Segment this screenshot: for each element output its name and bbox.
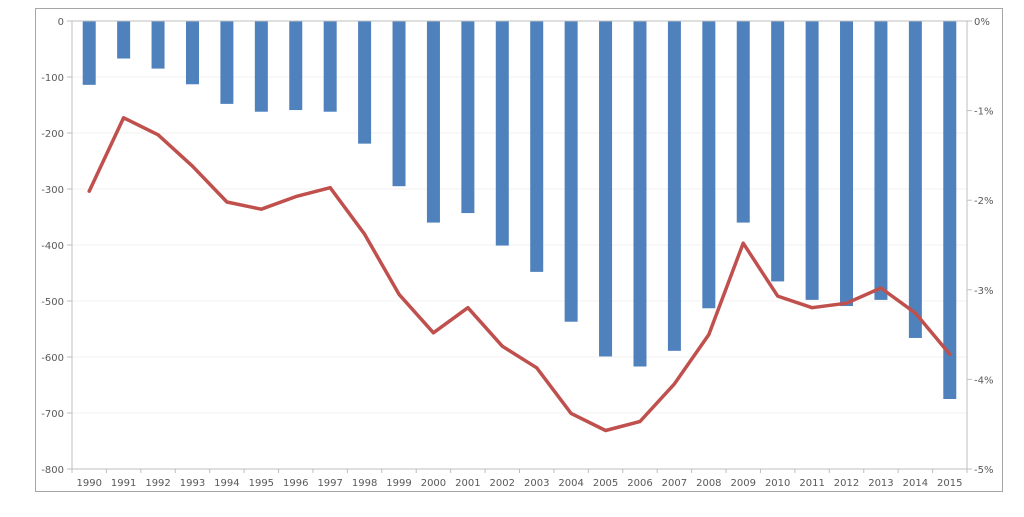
y-left-tick-label: -300 xyxy=(41,185,64,196)
x-tick-label: 1992 xyxy=(145,478,170,489)
bar xyxy=(82,21,96,85)
line-point xyxy=(259,207,263,211)
x-tick-label: 1999 xyxy=(386,478,411,489)
combo-chart: 0 -100 -200 -300 -400 -500 -600 -700 -800 0% -1% -2… xyxy=(41,17,993,489)
line-point xyxy=(707,333,711,337)
line-point xyxy=(500,344,504,348)
line-point xyxy=(363,232,367,236)
x-tick-label: 2014 xyxy=(903,478,928,489)
line-point xyxy=(328,186,332,190)
bar xyxy=(392,21,406,187)
bar xyxy=(323,21,337,112)
bar xyxy=(840,21,854,307)
y-right-tick-label: -5% xyxy=(974,465,993,476)
x-tick-label: 2008 xyxy=(696,478,721,489)
y-left-tick-label: -200 xyxy=(41,129,64,140)
y-right-tick-label: -1% xyxy=(974,107,993,118)
line-point xyxy=(948,352,952,356)
line-point xyxy=(294,195,298,199)
x-tick-label: 2007 xyxy=(662,478,687,489)
bar xyxy=(736,21,750,223)
x-tick-label: 2011 xyxy=(799,478,824,489)
x-tick-label: 2005 xyxy=(593,478,618,489)
line-point xyxy=(535,366,539,370)
bar xyxy=(461,21,475,214)
line-series xyxy=(87,116,952,433)
line-point xyxy=(190,164,194,168)
x-tick-label: 2000 xyxy=(421,478,446,489)
bar xyxy=(564,21,578,322)
bar xyxy=(599,21,613,357)
line-point xyxy=(431,331,435,335)
line-point xyxy=(87,189,91,193)
x-tick-label: 2012 xyxy=(834,478,859,489)
bar xyxy=(667,21,681,351)
line-point xyxy=(913,311,917,315)
x-tick-label: 2009 xyxy=(731,478,756,489)
x-tick-label: 2010 xyxy=(765,478,790,489)
x-tick-label: 2006 xyxy=(627,478,652,489)
line-point xyxy=(810,306,814,310)
bar xyxy=(805,21,819,300)
bar xyxy=(289,21,303,111)
bar xyxy=(358,21,372,144)
line-point xyxy=(845,301,849,305)
x-tick-label: 1990 xyxy=(76,478,101,489)
x-tick-label: 1998 xyxy=(352,478,377,489)
y-left-tick-label: -600 xyxy=(41,353,64,364)
y-right-tick-label: -2% xyxy=(974,196,993,207)
x-tick-label: 2015 xyxy=(937,478,962,489)
bar xyxy=(874,21,888,300)
bar xyxy=(254,21,268,112)
bar xyxy=(220,21,234,104)
y-left-tick-label: -100 xyxy=(41,73,64,84)
chart-frame: 0 -100 -200 -300 -400 -500 -600 -700 -800 0% -1% -2… xyxy=(35,8,1003,492)
line-point xyxy=(156,133,160,137)
line-point xyxy=(604,428,608,432)
x-tick-label: 2002 xyxy=(490,478,515,489)
y-left-tick-label: 0 xyxy=(58,17,64,28)
bar xyxy=(908,21,922,338)
y-left-tick-label: -700 xyxy=(41,409,64,420)
line-point xyxy=(397,292,401,296)
x-tick-label: 1993 xyxy=(180,478,205,489)
x-tick-label: 1991 xyxy=(111,478,136,489)
y-left-tick-label: -500 xyxy=(41,297,64,308)
x-tick-label: 1994 xyxy=(214,478,239,489)
line-point xyxy=(569,411,573,415)
y-right-tick-label: 0% xyxy=(974,17,990,28)
y-right-tick-label: -3% xyxy=(974,286,993,297)
line-point xyxy=(466,306,470,310)
line-point xyxy=(672,382,676,386)
line-point xyxy=(638,420,642,424)
bar xyxy=(771,21,785,282)
bar xyxy=(943,21,957,399)
bar xyxy=(426,21,440,223)
bar xyxy=(633,21,647,367)
line-point xyxy=(122,116,126,120)
y-left-tick-label: -800 xyxy=(41,465,64,476)
line-point xyxy=(741,241,745,245)
x-tick-label: 1997 xyxy=(317,478,342,489)
bar xyxy=(702,21,716,309)
x-tick-label: 2003 xyxy=(524,478,549,489)
y-right-tick-label: -4% xyxy=(974,375,993,386)
x-tick-label: 1995 xyxy=(249,478,274,489)
line-point xyxy=(776,294,780,298)
line-point xyxy=(879,286,883,290)
x-tick-label: 2004 xyxy=(558,478,583,489)
bar xyxy=(185,21,199,85)
bar xyxy=(495,21,509,246)
line-point xyxy=(225,200,229,204)
y-left-tick-label: -400 xyxy=(41,241,64,252)
x-tick-label: 1996 xyxy=(283,478,308,489)
bar xyxy=(117,21,131,59)
x-tick-label: 2001 xyxy=(455,478,480,489)
x-tick-label: 2013 xyxy=(868,478,893,489)
bar xyxy=(151,21,165,69)
bar xyxy=(530,21,544,272)
